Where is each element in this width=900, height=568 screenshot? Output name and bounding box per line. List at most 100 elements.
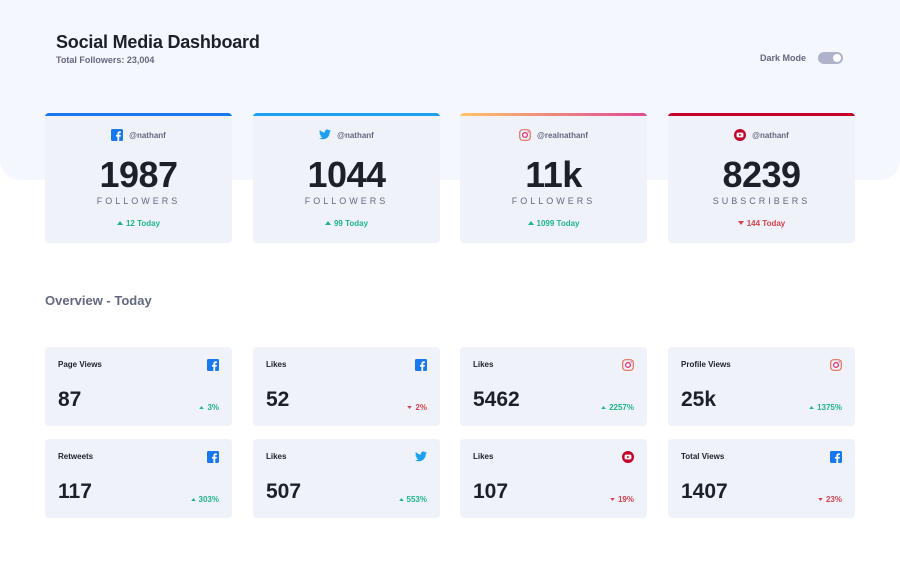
card-handle-row: @nathanf <box>668 129 855 141</box>
overview-metric-value: 507 <box>266 480 302 503</box>
card-accent-bar <box>460 113 647 116</box>
overview-metric-value: 52 <box>266 388 290 411</box>
youtube-icon <box>734 129 747 141</box>
overview-card[interactable]: Likes 507 553% <box>253 439 440 518</box>
overview-card[interactable]: Total Views 1407 23% <box>668 439 855 518</box>
facebook-icon <box>207 451 219 463</box>
today-change-text: 1099 Today <box>536 219 580 228</box>
percent-text: 553% <box>406 495 427 504</box>
page-header: Social Media Dashboard Total Followers: … <box>56 32 260 65</box>
card-accent-bar <box>253 113 440 116</box>
card-handle-row: @nathanf <box>253 129 440 141</box>
overview-percent-change: 1375% <box>809 403 842 412</box>
follower-count: 1044 <box>307 154 386 195</box>
facebook-icon <box>207 359 219 371</box>
overview-percent-change: 23% <box>818 495 842 504</box>
overview-percent-change: 3% <box>199 403 219 412</box>
overview-metric-value: 107 <box>473 480 509 503</box>
overview-card[interactable]: Retweets 117 303% <box>45 439 232 518</box>
dark-mode-toggle[interactable] <box>818 52 843 64</box>
today-change: 99 Today <box>253 219 440 228</box>
follower-unit: FOLLOWERS <box>511 196 596 206</box>
card-handle-row: @realnathanf <box>460 129 647 141</box>
today-change-text: 144 Today <box>746 219 786 228</box>
toggle-knob <box>833 54 841 62</box>
overview-metric-label: Likes <box>473 452 494 461</box>
overview-percent-change: 553% <box>398 495 427 504</box>
card-accent-bar <box>668 113 855 116</box>
overview-card[interactable]: Likes 52 2% <box>253 347 440 426</box>
trend-down-icon <box>818 495 826 504</box>
trend-down-icon <box>407 403 415 412</box>
follower-count: 8239 <box>722 154 801 195</box>
card-handle-row: @nathanf <box>45 129 232 141</box>
facebook-icon <box>111 129 124 141</box>
card-handle: @realnathanf <box>537 130 588 140</box>
trend-down-icon <box>610 495 618 504</box>
total-followers: Total Followers: 23,004 <box>56 55 155 65</box>
followers-card-instagram[interactable]: @realnathanf 11k FOLLOWERS 1099 Today <box>460 113 647 243</box>
percent-text: 19% <box>617 495 634 504</box>
today-change-text: 12 Today <box>125 219 161 228</box>
overview-percent-change: 19% <box>610 495 634 504</box>
trend-up-icon <box>199 403 207 412</box>
percent-text: 23% <box>825 495 842 504</box>
overview-metric-label: Likes <box>266 360 287 369</box>
instagram-icon <box>622 359 634 371</box>
today-change: 144 Today <box>668 219 855 228</box>
twitter-icon <box>319 129 332 141</box>
percent-text: 303% <box>198 495 219 504</box>
percent-text: 1375% <box>817 403 842 412</box>
today-change-text: 99 Today <box>333 219 369 228</box>
card-accent-bar <box>45 113 232 116</box>
overview-card[interactable]: Profile Views 25k 1375% <box>668 347 855 426</box>
percent-text: 3% <box>207 403 219 412</box>
overview-percent-change: 2257% <box>601 403 634 412</box>
page-title: Social Media Dashboard <box>56 32 260 52</box>
overview-metric-label: Profile Views <box>681 360 731 369</box>
percent-text: 2257% <box>609 403 634 412</box>
overview-metric-label: Page Views <box>58 360 102 369</box>
overview-percent-change: 303% <box>190 495 219 504</box>
overview-metric-value: 87 <box>58 388 82 411</box>
followers-card-youtube[interactable]: @nathanf 8239 SUBSCRIBERS 144 Today <box>668 113 855 243</box>
overview-percent-change: 2% <box>407 403 427 412</box>
overview-metric-value: 5462 <box>473 388 520 411</box>
facebook-icon <box>415 359 427 371</box>
followers-card-facebook[interactable]: @nathanf 1987 FOLLOWERS 12 Today <box>45 113 232 243</box>
overview-card[interactable]: Likes 107 19% <box>460 439 647 518</box>
follower-unit: SUBSCRIBERS <box>712 196 811 206</box>
card-handle: @nathanf <box>337 130 374 140</box>
instagram-icon <box>830 359 842 371</box>
follower-count: 1987 <box>99 154 178 195</box>
card-handle: @nathanf <box>752 130 789 140</box>
trend-up-icon <box>116 219 126 228</box>
dark-mode-control: Dark Mode <box>760 52 843 64</box>
youtube-icon <box>622 451 634 463</box>
percent-text: 2% <box>415 403 427 412</box>
today-change: 12 Today <box>45 219 232 228</box>
overview-card[interactable]: Page Views 87 3% <box>45 347 232 426</box>
trend-up-icon <box>809 403 817 412</box>
trend-up-icon <box>601 403 609 412</box>
overview-title: Overview - Today <box>45 293 152 308</box>
overview-metric-value: 117 <box>58 480 92 503</box>
overview-metric-label: Retweets <box>58 452 94 461</box>
overview-metric-label: Likes <box>473 360 494 369</box>
overview-metric-value: 25k <box>681 388 717 411</box>
card-handle: @nathanf <box>129 130 166 140</box>
facebook-icon <box>830 451 842 463</box>
followers-card-twitter[interactable]: @nathanf 1044 FOLLOWERS 99 Today <box>253 113 440 243</box>
overview-metric-value: 1407 <box>681 480 728 503</box>
overview-card[interactable]: Likes 5462 2257% <box>460 347 647 426</box>
instagram-icon <box>519 129 531 141</box>
follower-unit: FOLLOWERS <box>96 196 181 206</box>
dark-mode-label: Dark Mode <box>759 53 806 63</box>
today-change: 1099 Today <box>460 219 647 228</box>
overview-metric-label: Total Views <box>681 452 725 461</box>
follower-unit: FOLLOWERS <box>304 196 389 206</box>
twitter-icon <box>415 451 427 463</box>
trend-up-icon <box>190 495 199 504</box>
trend-down-icon <box>737 219 747 228</box>
trend-up-icon <box>527 219 537 228</box>
